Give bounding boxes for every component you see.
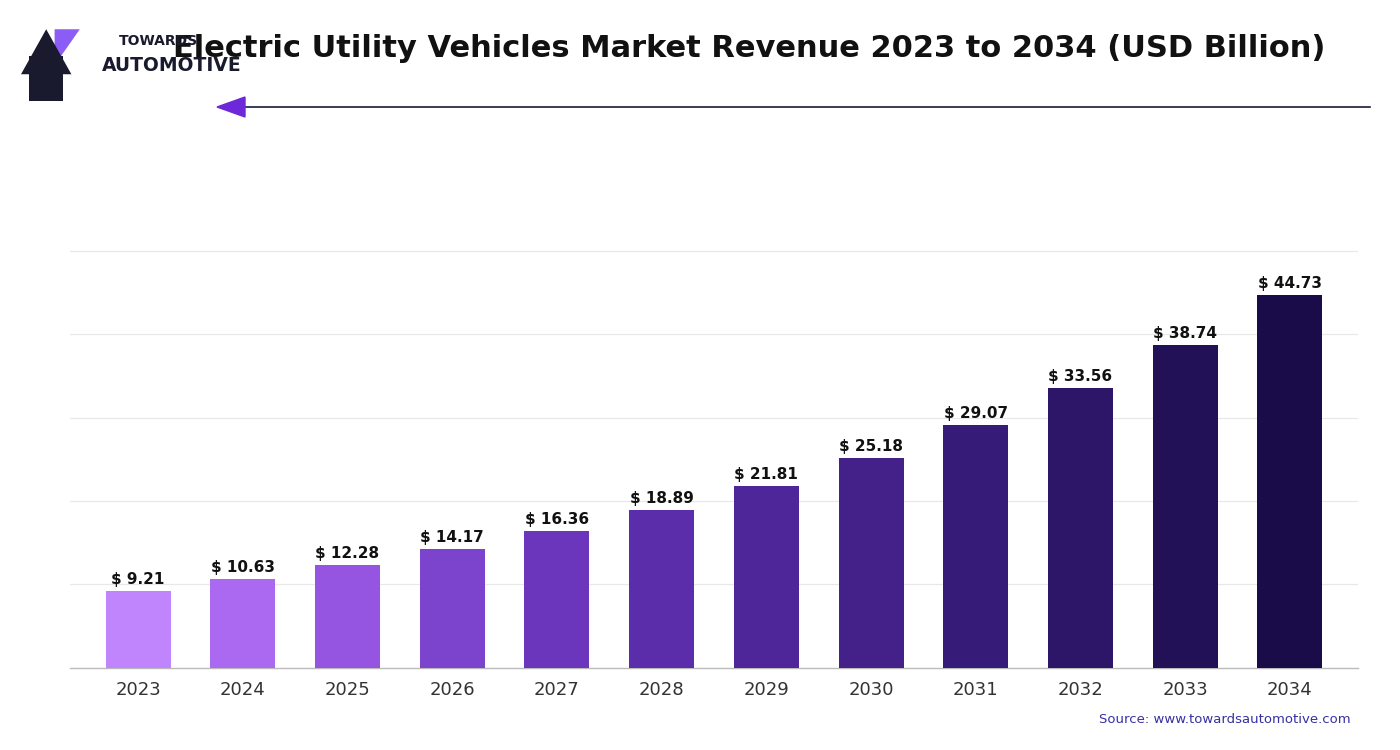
FancyArrow shape: [217, 97, 245, 117]
Bar: [105, 591, 171, 668]
Bar: [210, 579, 276, 668]
Text: $ 44.73: $ 44.73: [1259, 275, 1322, 290]
Bar: [1257, 295, 1323, 668]
Text: $ 18.89: $ 18.89: [630, 491, 693, 506]
Polygon shape: [21, 29, 71, 74]
Text: $ 16.36: $ 16.36: [525, 512, 589, 527]
Polygon shape: [55, 29, 80, 65]
Text: Source: www.towardsautomotive.com: Source: www.towardsautomotive.com: [1099, 713, 1351, 726]
Bar: [1152, 345, 1218, 668]
Bar: [839, 458, 903, 668]
Bar: [420, 550, 484, 668]
Text: $ 33.56: $ 33.56: [1049, 369, 1113, 384]
Text: $ 38.74: $ 38.74: [1154, 326, 1217, 340]
Bar: [629, 510, 694, 668]
Text: TOWARDS: TOWARDS: [119, 34, 199, 48]
Text: $ 21.81: $ 21.81: [735, 466, 798, 482]
Bar: [315, 566, 379, 668]
Bar: [525, 531, 589, 668]
Text: $ 29.07: $ 29.07: [944, 406, 1008, 421]
Text: $ 14.17: $ 14.17: [420, 530, 484, 545]
Text: $ 9.21: $ 9.21: [112, 572, 165, 586]
Text: $ 10.63: $ 10.63: [211, 560, 274, 574]
Text: $ 12.28: $ 12.28: [315, 546, 379, 561]
Text: $ 25.18: $ 25.18: [839, 439, 903, 454]
Text: Electric Utility Vehicles Market Revenue 2023 to 2034 (USD Billion): Electric Utility Vehicles Market Revenue…: [172, 34, 1326, 63]
Bar: [944, 425, 1008, 668]
Polygon shape: [29, 56, 63, 101]
Bar: [734, 486, 799, 668]
Bar: [1049, 388, 1113, 668]
Text: AUTOMOTIVE: AUTOMOTIVE: [102, 56, 242, 75]
